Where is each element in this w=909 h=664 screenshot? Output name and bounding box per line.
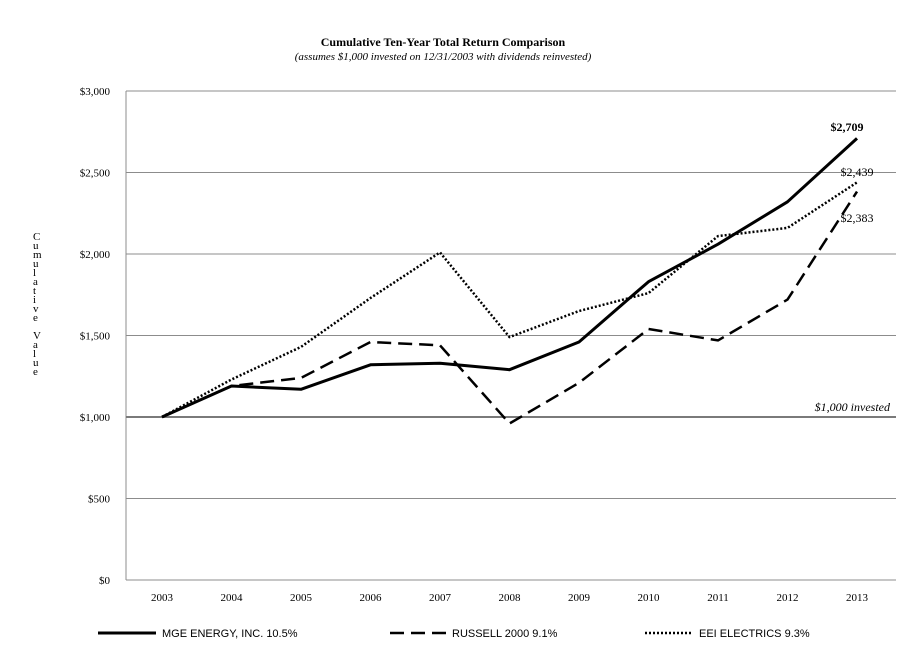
series-lines — [161, 137, 859, 425]
x-tick-label-3: 2006 — [360, 592, 383, 604]
y-tick-label-1: $500 — [88, 494, 111, 506]
x-tick-label-6: 2009 — [568, 592, 591, 604]
x-tick-label-8: 2011 — [707, 592, 729, 604]
legend: MGE ENERGY, INC. 10.5% RUSSELL 2000 9.1% E… — [98, 628, 810, 640]
x-tick-label-2: 2005 — [290, 592, 313, 604]
series-line-1 — [161, 190, 859, 425]
end-label-1: $2,383 — [841, 211, 874, 225]
x-tick-label-10: 2013 — [846, 592, 869, 604]
y-tick-labels: $0 $500 $1,000 $1,500 $2,000 $2,500 $3,000 — [80, 86, 111, 587]
y-tick-label-0: $0 — [99, 575, 111, 587]
reference-line-group: $1,000 invested — [126, 400, 896, 418]
y-tick-label-3: $1,500 — [80, 331, 111, 343]
series-line-2 — [161, 181, 858, 419]
gridlines — [126, 90, 896, 499]
y-tick-label-6: $3,000 — [80, 86, 111, 98]
x-tick-label-1: 2004 — [221, 592, 244, 604]
x-tick-labels: 2003 2004 2005 2006 2007 2008 2009 2010 2011 2012… — [151, 592, 869, 604]
chart-subtitle: (assumes $1,000 invested on 12/31/2003 w… — [295, 51, 592, 63]
axes — [125, 91, 896, 581]
legend-label-1: RUSSELL 2000 9.1% — [452, 628, 558, 640]
chart-title: Cumulative Ten-Year Total Return Compari… — [321, 35, 566, 49]
x-tick-label-7: 2010 — [638, 592, 661, 604]
legend-label-0: MGE ENERGY, INC. 10.5% — [162, 628, 298, 640]
reference-line-label: $1,000 invested — [815, 400, 891, 414]
x-tick-label-0: 2003 — [151, 592, 174, 604]
legend-label-2: EEI ELECTRICS 9.3% — [699, 628, 810, 640]
end-label-2: $2,439 — [841, 165, 874, 179]
y-tick-label-2: $1,000 — [80, 412, 111, 424]
end-label-0: $2,709 — [831, 120, 864, 134]
x-tick-label-9: 2012 — [777, 592, 799, 604]
series-line-0 — [161, 137, 859, 419]
end-labels: $2,709 $2,383 $2,439 — [831, 120, 874, 225]
x-tick-label-4: 2007 — [429, 592, 452, 604]
y-tick-label-5: $2,500 — [80, 168, 111, 180]
x-tick-label-5: 2008 — [499, 592, 522, 604]
y-tick-label-4: $2,000 — [80, 249, 111, 261]
